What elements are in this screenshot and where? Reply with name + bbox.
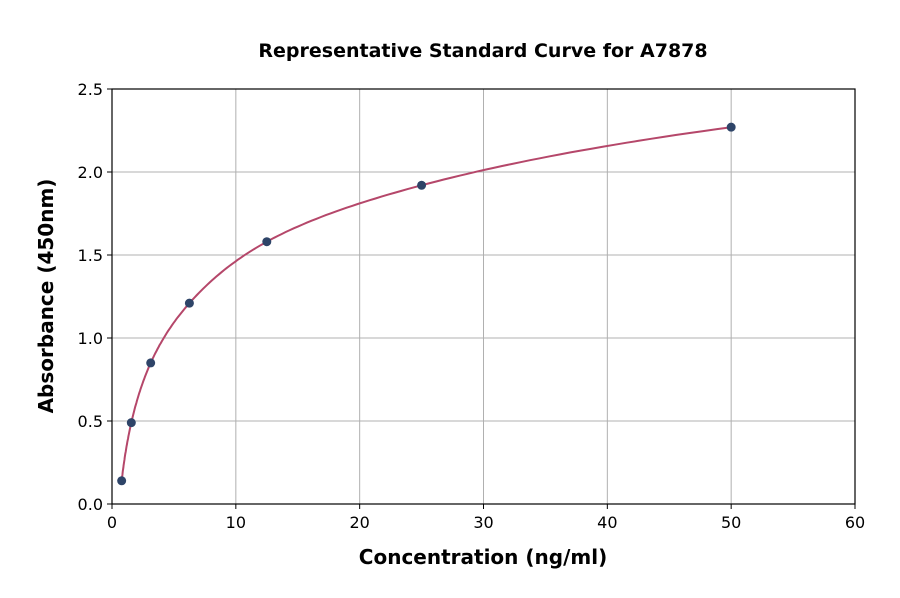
ticks: 0 10 20 30 40 50 60 0.0 0.5 1.0 1.5 2.0 2.5 — [78, 80, 866, 532]
y-tick-label: 1.5 — [78, 246, 103, 265]
x-tick-label: 10 — [226, 513, 246, 532]
data-point — [117, 476, 127, 486]
grid — [111, 88, 856, 505]
x-tick-label: 50 — [721, 513, 741, 532]
x-tick-label: 20 — [349, 513, 369, 532]
plot-frame — [111, 88, 856, 505]
data-point — [126, 418, 136, 428]
x-tick-label: 0 — [107, 513, 117, 532]
chart-title: Representative Standard Curve for A7878 — [258, 40, 707, 62]
data-point — [726, 122, 736, 132]
x-axis-label: Concentration (ng/ml) — [359, 545, 607, 569]
x-tick-label: 60 — [845, 513, 865, 532]
x-tick-label: 30 — [473, 513, 493, 532]
data-point — [262, 237, 272, 247]
y-tick-label: 0.5 — [78, 412, 103, 431]
y-tick-label: 2.0 — [78, 163, 103, 182]
y-tick-label: 1.0 — [78, 329, 103, 348]
data-point — [184, 298, 194, 308]
fit-curve — [120, 126, 732, 481]
y-tick-label: 2.5 — [78, 80, 103, 99]
y-axis-label: Absorbance (450nm) — [34, 179, 58, 414]
x-tick-label: 40 — [597, 513, 617, 532]
data-point — [417, 180, 427, 190]
data-points — [117, 122, 736, 486]
y-tick-label: 0.0 — [78, 495, 103, 514]
data-point — [146, 358, 156, 368]
